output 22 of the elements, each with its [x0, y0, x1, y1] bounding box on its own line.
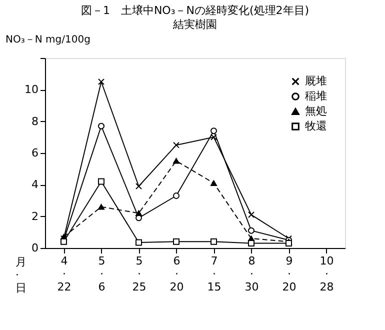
- x-tick-label: 10 · 28: [320, 254, 334, 294]
- chart-title: 図－1 土壌中NO₃－Nの経時変化(処理2年目): [80, 4, 310, 17]
- x-axis-title: 月 · 日: [16, 256, 26, 294]
- y-tick-label: 10: [24, 83, 38, 96]
- x-tick-label: 9 · 20: [282, 254, 296, 294]
- x-tick-label: 4 · 22: [57, 254, 72, 294]
- y-tick-label: 8: [32, 114, 38, 128]
- y-tick-label: 6: [32, 146, 38, 160]
- legend-label: 厩堆: [305, 74, 327, 88]
- chart-subtitle: 結実樹園: [172, 18, 217, 31]
- y-axis-title: NO₃－N mg/100g: [6, 34, 90, 46]
- x-tick-label: 7 · 15: [207, 254, 222, 294]
- y-tick-label: 2: [32, 210, 38, 223]
- y-tick-label: 0: [32, 242, 38, 254]
- x-tick-label: 8 · 30: [244, 254, 259, 294]
- legend-label: 稲堆: [305, 90, 327, 102]
- y-tick-label: 4: [32, 178, 38, 192]
- x-tick-label: 5 · 6: [98, 254, 106, 294]
- legend-label: 牧還: [305, 120, 327, 132]
- x-tick-label: 5 · 25: [132, 254, 146, 294]
- x-tick-label: 6 · 20: [170, 254, 184, 294]
- legend-label: 無処: [305, 104, 327, 118]
